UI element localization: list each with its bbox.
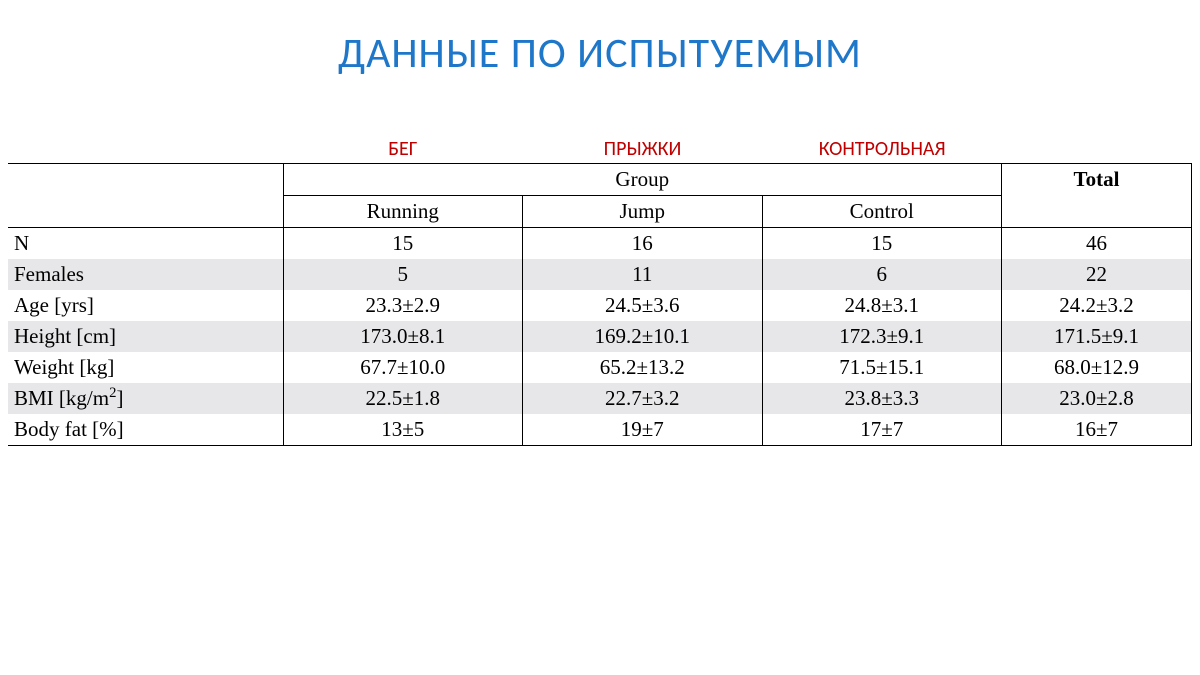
cell-value: 16 [523, 228, 763, 260]
cell-value: 22.7±3.2 [523, 383, 763, 414]
cell-value: 15 [283, 228, 523, 260]
annot-running: БЕГ [283, 137, 523, 161]
cell-value: 23.8±3.3 [762, 383, 1002, 414]
cell-value: 22.5±1.8 [283, 383, 523, 414]
cell-value: 13±5 [283, 414, 523, 446]
cell-value: 68.0±12.9 [1002, 352, 1192, 383]
cell-value: 24.2±3.2 [1002, 290, 1192, 321]
header-total-empty [1002, 196, 1192, 228]
table-row: Females511622 [8, 259, 1192, 290]
row-label: N [8, 228, 283, 260]
table-row: Height [cm]173.0±8.1169.2±10.1172.3±9.11… [8, 321, 1192, 352]
cell-value: 22 [1002, 259, 1192, 290]
row-label: Height [cm] [8, 321, 283, 352]
cell-value: 16±7 [1002, 414, 1192, 446]
cell-value: 67.7±10.0 [283, 352, 523, 383]
cell-value: 173.0±8.1 [283, 321, 523, 352]
cell-value: 23.0±2.8 [1002, 383, 1192, 414]
header-jump: Jump [523, 196, 763, 228]
table-body: N15161546Females511622Age [yrs]23.3±2.92… [8, 228, 1192, 446]
cell-value: 172.3±9.1 [762, 321, 1002, 352]
table-row: Age [yrs]23.3±2.924.5±3.624.8±3.124.2±3.… [8, 290, 1192, 321]
table-row: Body fat [%]13±519±717±716±7 [8, 414, 1192, 446]
header-stub [8, 164, 283, 228]
cell-value: 15 [762, 228, 1002, 260]
cell-value: 171.5±9.1 [1002, 321, 1192, 352]
row-label: Age [yrs] [8, 290, 283, 321]
cell-value: 24.5±3.6 [523, 290, 763, 321]
cell-value: 71.5±15.1 [762, 352, 1002, 383]
header-control: Control [762, 196, 1002, 228]
annot-total-spacer [1002, 137, 1192, 161]
header-running: Running [283, 196, 523, 228]
header-total: Total [1002, 164, 1192, 196]
annot-spacer [8, 137, 283, 161]
cell-value: 6 [762, 259, 1002, 290]
cell-value: 17±7 [762, 414, 1002, 446]
row-label: Females [8, 259, 283, 290]
row-label: Body fat [%] [8, 414, 283, 446]
table-row: Weight [kg]67.7±10.065.2±13.271.5±15.168… [8, 352, 1192, 383]
header-group: Group [283, 164, 1002, 196]
slide-root: ДАННЫЕ ПО ИСПЫТУЕМЫМ БЕГ ПРЫЖКИ КОНТРОЛЬ… [0, 0, 1200, 675]
cell-value: 46 [1002, 228, 1192, 260]
table-row: BMI [kg/m2]22.5±1.822.7±3.223.8±3.323.0±… [8, 383, 1192, 414]
cell-value: 65.2±13.2 [523, 352, 763, 383]
cell-value: 169.2±10.1 [523, 321, 763, 352]
group-annotations: БЕГ ПРЫЖКИ КОНТРОЛЬНАЯ [8, 137, 1192, 161]
table-row: N15161546 [8, 228, 1192, 260]
annot-control: КОНТРОЛЬНАЯ [762, 137, 1002, 161]
annot-jump: ПРЫЖКИ [523, 137, 763, 161]
cell-value: 24.8±3.1 [762, 290, 1002, 321]
cell-value: 5 [283, 259, 523, 290]
row-label: BMI [kg/m2] [8, 383, 283, 414]
subjects-table: Group Total Running Jump Control N151615… [8, 163, 1192, 446]
cell-value: 11 [523, 259, 763, 290]
table-header: Group Total Running Jump Control [8, 164, 1192, 228]
cell-value: 19±7 [523, 414, 763, 446]
slide-title: ДАННЫЕ ПО ИСПЫТУЕМЫМ [8, 28, 1192, 79]
cell-value: 23.3±2.9 [283, 290, 523, 321]
row-label: Weight [kg] [8, 352, 283, 383]
